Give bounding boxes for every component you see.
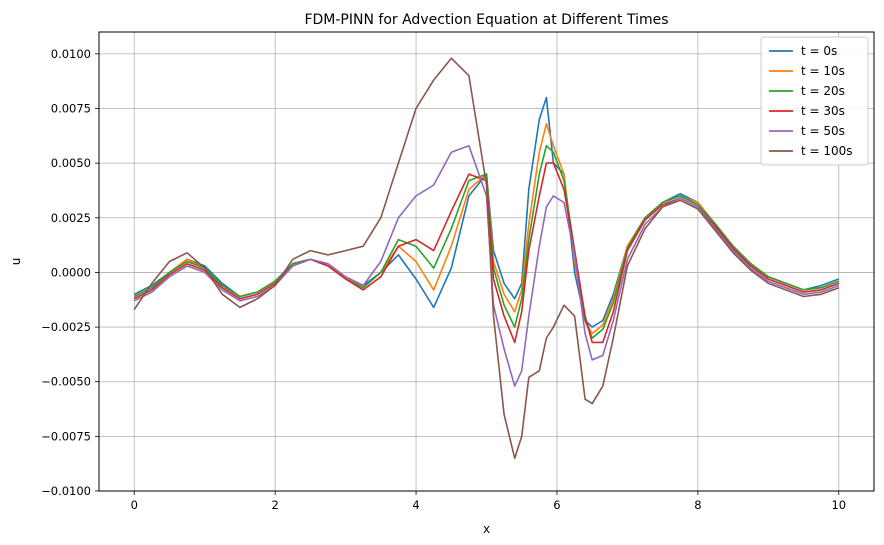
ticks: 0 2 4 6 8 10 −0.0100 −0.0075 −0.0050 −0.0025 0.000…: [41, 47, 846, 512]
y-tick-label: −0.0025: [41, 320, 91, 334]
y-tick-label: −0.0050: [41, 375, 91, 389]
chart-title: FDM-PINN for Advection Equation at Diffe…: [304, 12, 668, 28]
legend: t = 0s t = 10s t = 20s t = 30s t = 50s t = 10…: [760, 36, 869, 166]
y-tick-label: 0.0050: [51, 156, 91, 170]
x-tick-label: 0: [131, 498, 138, 512]
y-axis-label: u: [9, 258, 23, 266]
x-tick-label: 2: [271, 498, 278, 512]
legend-label: t = 10s: [801, 64, 845, 78]
y-tick-label: −0.0100: [41, 484, 91, 498]
y-tick-label: −0.0075: [41, 429, 91, 443]
legend-label: t = 30s: [801, 104, 845, 118]
legend-label: t = 0s: [801, 44, 837, 58]
plot-frame: [98, 31, 875, 492]
series-line-t-20s: [133, 144, 840, 339]
x-tick-label: 10: [831, 498, 846, 512]
y-tick-label: 0.0075: [51, 102, 91, 116]
x-tick-label: 8: [694, 498, 701, 512]
x-tick-label: 6: [553, 498, 560, 512]
x-axis-label: x: [483, 522, 490, 536]
legend-label: t = 100s: [801, 144, 853, 158]
series-layer: [133, 57, 840, 460]
legend-label: t = 50s: [801, 124, 845, 138]
y-tick-label: 0.0100: [51, 47, 91, 61]
x-tick-label: 4: [412, 498, 419, 512]
legend-label: t = 20s: [801, 84, 845, 98]
legend-box: [760, 36, 869, 166]
y-tick-label: 0.0000: [51, 265, 91, 279]
y-tick-label: 0.0025: [51, 211, 91, 225]
series-line-t-100s: [133, 57, 840, 460]
